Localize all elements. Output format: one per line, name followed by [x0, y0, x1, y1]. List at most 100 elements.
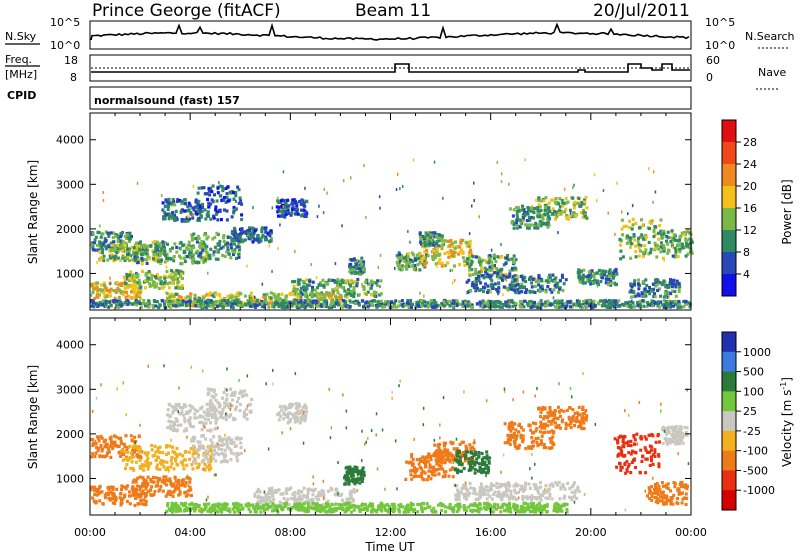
data-cell [203, 208, 207, 212]
data-cell [294, 417, 298, 421]
data-cell [376, 279, 380, 283]
power-heatmap-marks [90, 158, 694, 310]
data-cell [141, 476, 145, 480]
data-cell [144, 480, 148, 484]
data-cell [299, 299, 303, 303]
data-cell [238, 403, 242, 407]
data-cell [124, 457, 128, 461]
data-cell [355, 281, 359, 285]
data-cell [297, 402, 301, 406]
data-cell [610, 270, 614, 274]
data-cell [571, 196, 575, 200]
data-cell [335, 489, 339, 493]
data-cell [539, 208, 543, 213]
data-cell [482, 276, 486, 280]
data-cell [184, 481, 188, 485]
data-cell [130, 438, 134, 442]
data-cell [659, 300, 663, 304]
data-cell [668, 304, 672, 308]
data-cell [137, 286, 141, 290]
data-cell [233, 207, 237, 212]
data-cell [197, 448, 200, 452]
data-cell [120, 249, 124, 253]
data-cell [396, 172, 399, 176]
data-cell [422, 255, 426, 259]
data-cell [222, 208, 226, 212]
data-cell [348, 270, 352, 274]
y-tick-label: 2000 [56, 223, 84, 236]
data-cell [198, 440, 202, 444]
data-cell [334, 295, 338, 299]
data-cell [511, 266, 514, 271]
data-cell [468, 288, 472, 293]
data-cell [304, 413, 308, 417]
data-cell [279, 223, 281, 227]
data-cell [483, 266, 487, 270]
data-cell [206, 428, 210, 433]
data-cell [180, 247, 182, 251]
data-cell [558, 205, 562, 209]
data-cell [91, 241, 95, 245]
data-cell [378, 304, 382, 308]
data-cell [284, 198, 288, 203]
data-cell [283, 306, 287, 310]
data-cell [374, 281, 378, 285]
data-cell [247, 228, 251, 232]
data-cell [490, 248, 493, 252]
data-cell [209, 388, 212, 392]
data-cell [109, 287, 113, 291]
data-cell [197, 304, 201, 308]
data-cell [505, 304, 509, 308]
data-cell [141, 489, 145, 493]
data-cell [498, 300, 502, 304]
data-cell [653, 292, 657, 296]
data-cell [258, 298, 262, 302]
data-cell [162, 465, 166, 469]
data-cell [340, 492, 344, 496]
data-cell [109, 276, 111, 280]
data-cell [123, 450, 127, 454]
data-cell [666, 230, 670, 234]
data-cell [222, 459, 226, 463]
data-cell [167, 451, 170, 455]
data-cell [330, 488, 334, 492]
data-cell [569, 213, 573, 217]
data-cell [312, 505, 316, 509]
data-cell [138, 290, 142, 294]
data-cell [420, 242, 423, 246]
data-cell [453, 279, 456, 282]
data-cell [666, 242, 670, 246]
data-cell [187, 489, 190, 493]
data-cell [109, 486, 112, 490]
data-cell [532, 223, 536, 227]
data-cell [91, 248, 95, 252]
data-cell [109, 438, 113, 443]
data-cell [282, 496, 286, 501]
data-cell [98, 301, 102, 305]
data-cell [340, 278, 344, 282]
data-cell [142, 468, 146, 472]
data-cell [203, 233, 207, 237]
data-cell [537, 203, 541, 207]
data-cell [673, 238, 677, 242]
data-cell [301, 413, 305, 417]
data-cell [262, 293, 266, 297]
data-cell [172, 421, 176, 425]
data-cell [280, 205, 284, 209]
data-cell [250, 226, 254, 230]
data-cell [265, 498, 269, 503]
data-cell [135, 251, 139, 255]
data-cell [331, 278, 335, 282]
data-cell [552, 288, 556, 292]
data-cell [209, 446, 213, 451]
data-cell [661, 235, 665, 239]
data-cell [173, 475, 177, 479]
data-cell [197, 453, 200, 457]
data-cell [292, 301, 296, 305]
data-cell [551, 198, 555, 202]
data-cell [334, 301, 338, 305]
nave-label: Nave [758, 66, 786, 79]
data-cell [246, 231, 250, 235]
data-cell [188, 295, 192, 299]
data-cell [244, 302, 248, 307]
